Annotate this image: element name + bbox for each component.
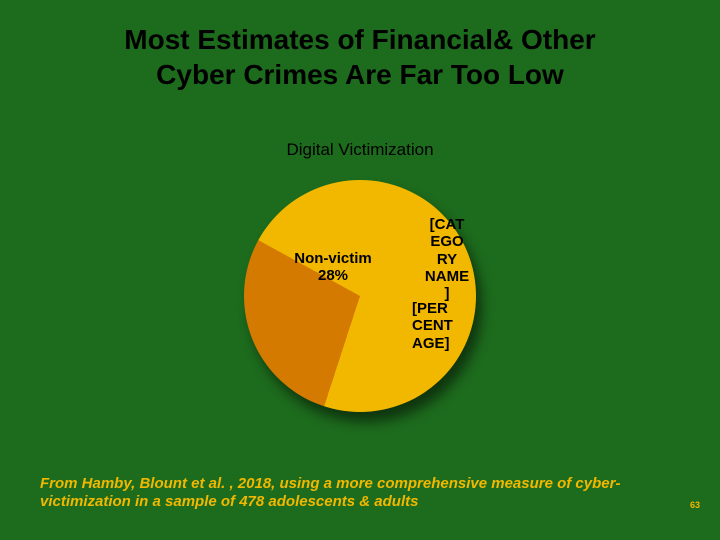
slice-label-nonvictim-text: Non-victim28% <box>294 250 372 284</box>
slide: Most Estimates of Financial& Other Cyber… <box>0 0 720 540</box>
slice-label-percentage-text: [PERCENTAGE] <box>412 300 453 352</box>
slice-label-nonvictim: Non-victim28% <box>278 250 388 285</box>
page-number: 63 <box>690 500 700 510</box>
slide-title: Most Estimates of Financial& Other Cyber… <box>0 22 720 92</box>
slice-label-category: [CATEGORYNAME] <box>412 216 482 302</box>
slice-label-percentage: [PERCENTAGE] <box>412 300 482 352</box>
title-line1: Most Estimates of Financial& Other <box>124 24 595 55</box>
footer-citation: From Hamby, Blount et al. , 2018, using … <box>40 475 650 513</box>
title-line2: Cyber Crimes Are Far Too Low <box>156 59 564 90</box>
chart-title: Digital Victimization <box>0 140 720 160</box>
slice-label-category-text: [CATEGORYNAME] <box>425 216 469 302</box>
pie-chart: Non-victim28% [CATEGORYNAME] [PERCENTAGE… <box>0 180 720 412</box>
